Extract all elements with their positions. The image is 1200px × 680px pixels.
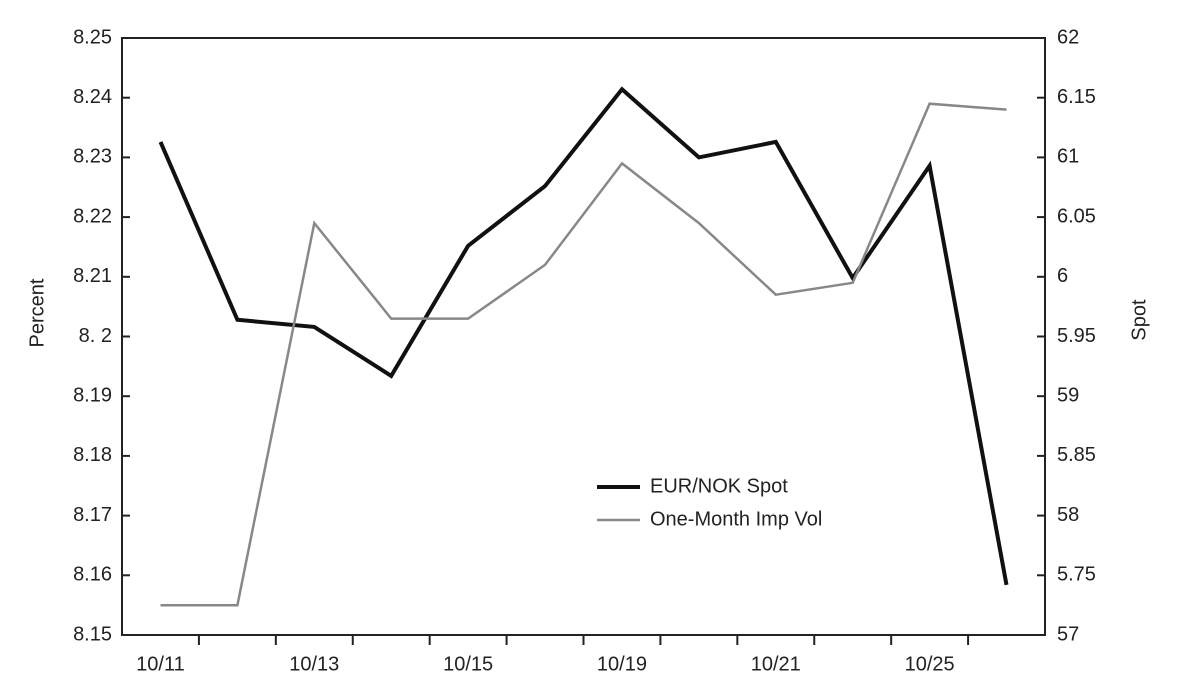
x-tick-label: 10/15 (443, 653, 493, 675)
y-tick-label: 8. 2 (79, 325, 112, 347)
y-tick-label: 8.23 (73, 146, 112, 168)
y-tick-label: 8.16 (73, 564, 112, 586)
y-tick-label: 8.21 (73, 265, 112, 287)
y2-tick-label: 6 (1057, 265, 1068, 287)
x-tick-label: 10/13 (289, 653, 339, 675)
legend-label: EUR/NOK Spot (650, 475, 788, 497)
x-tick-label: 10/25 (905, 653, 955, 675)
series-line (160, 102, 1007, 607)
y-tick-label: 8.19 (73, 384, 112, 406)
y2-tick-label: 6.15 (1057, 86, 1096, 108)
y2-tick-label: 5.95 (1057, 325, 1096, 347)
y-tick-label: 8.15 (73, 623, 112, 645)
y-tick-label: 8.24 (73, 86, 112, 108)
y2-tick-label: 62 (1057, 26, 1079, 48)
y-tick-label: 8.17 (73, 504, 112, 526)
y2-tick-label: 58 (1057, 504, 1079, 526)
y-tick-label: 8.25 (73, 26, 112, 48)
plot-frame (121, 37, 1046, 636)
y2-tick-label: 5.85 (1057, 444, 1096, 466)
y2-tick-label: 59 (1057, 384, 1079, 406)
series-line (158, 86, 1009, 586)
legend-label: One-Month Imp Vol (650, 508, 822, 530)
y-tick-label: 8.18 (73, 444, 112, 466)
y2-tick-label: 61 (1057, 146, 1079, 168)
y2-tick-label: 6.05 (1057, 205, 1096, 227)
x-tick-label: 10/11 (136, 653, 185, 675)
y2-tick-label: 57 (1057, 623, 1079, 645)
y2-axis-title: Spot (1128, 299, 1150, 341)
x-tick-label: 10/21 (751, 653, 801, 675)
y-axis-title: Percent (26, 278, 48, 347)
y2-tick-label: 5.75 (1057, 564, 1096, 586)
y-tick-label: 8.22 (73, 205, 112, 227)
x-tick-label: 10/19 (597, 653, 647, 675)
